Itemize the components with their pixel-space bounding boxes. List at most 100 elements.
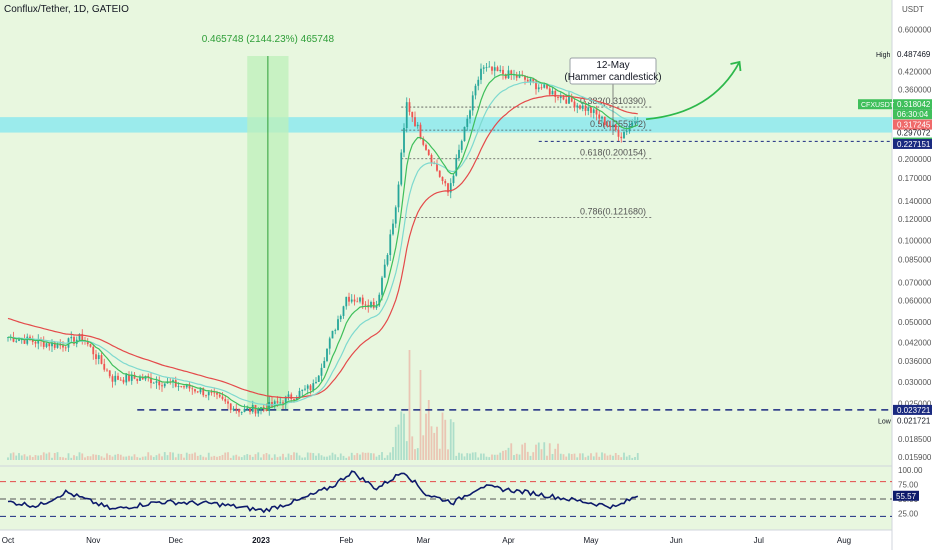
candle-body bbox=[375, 305, 378, 308]
volume-bar bbox=[216, 456, 218, 460]
volume-bar bbox=[477, 457, 480, 460]
candle-body bbox=[117, 375, 119, 380]
time-tick-label: Oct bbox=[2, 536, 15, 545]
candle-body bbox=[180, 386, 183, 387]
candle-body bbox=[125, 374, 128, 383]
volume-bar bbox=[408, 350, 411, 460]
candle-body bbox=[469, 110, 471, 119]
candle-body bbox=[526, 79, 529, 82]
candle-body bbox=[568, 96, 570, 104]
candle-body bbox=[438, 170, 441, 177]
time-axis: Oct Nov Dec 2023 Feb Mar Apr May Jun Jul Aug bbox=[2, 536, 851, 545]
volume-bar bbox=[444, 419, 447, 460]
volume-bar bbox=[474, 452, 477, 460]
price-tick-label: 0.018500 bbox=[898, 435, 932, 444]
candle-body bbox=[306, 385, 309, 389]
rsi-tick-label: 75.00 bbox=[898, 481, 919, 490]
candle-body bbox=[315, 381, 317, 384]
projection-arrow bbox=[645, 61, 741, 121]
candle-body bbox=[221, 396, 224, 400]
volume-bar bbox=[246, 454, 249, 460]
volume-bar bbox=[31, 456, 34, 460]
volume-bar bbox=[606, 455, 609, 460]
candle-body bbox=[466, 118, 469, 127]
candle-body bbox=[400, 152, 403, 185]
price-tick-label: 0.042000 bbox=[898, 339, 932, 348]
volume-bar bbox=[210, 456, 213, 460]
volume-bar bbox=[56, 452, 59, 460]
volume-bar bbox=[540, 449, 543, 460]
candle-body bbox=[485, 67, 488, 69]
volume-bar bbox=[570, 454, 573, 460]
volume-bar bbox=[592, 456, 595, 460]
candle-body bbox=[73, 336, 75, 344]
volume-bar bbox=[359, 454, 361, 460]
dashed-level-value-bg bbox=[893, 138, 932, 149]
time-tick-label: Apr bbox=[502, 536, 515, 545]
candle-body bbox=[174, 380, 177, 387]
candle-body bbox=[229, 403, 232, 411]
candle-body bbox=[378, 294, 381, 306]
volume-bar bbox=[117, 453, 119, 460]
volume-bar bbox=[81, 453, 84, 460]
candle-body bbox=[557, 96, 559, 98]
volume-bar bbox=[625, 456, 628, 460]
candle-body bbox=[53, 342, 56, 348]
volume-bar bbox=[191, 453, 194, 460]
candle-body bbox=[199, 388, 202, 393]
candle-body bbox=[452, 175, 455, 184]
volume-bar bbox=[40, 455, 42, 460]
candle-body bbox=[106, 369, 108, 371]
candle-body bbox=[414, 117, 416, 127]
time-tick-label: Nov bbox=[86, 536, 100, 545]
candle-body bbox=[254, 404, 257, 414]
candle-body bbox=[183, 386, 185, 388]
volume-bar bbox=[51, 457, 53, 460]
volume-bar bbox=[59, 456, 62, 460]
candle-body bbox=[625, 131, 628, 133]
volume-bar bbox=[257, 452, 260, 460]
candle-body bbox=[108, 370, 111, 377]
candle-body bbox=[216, 392, 218, 395]
volume-bar bbox=[199, 454, 202, 460]
volume-bar bbox=[466, 453, 469, 460]
candle-body bbox=[119, 379, 122, 381]
volume-bar bbox=[67, 453, 70, 460]
candle-body bbox=[202, 388, 205, 396]
rsi-value-bg bbox=[893, 490, 919, 501]
volume-bar bbox=[317, 453, 320, 460]
volume-bar bbox=[386, 455, 389, 460]
candle-body bbox=[405, 102, 408, 128]
candle-body bbox=[103, 363, 106, 370]
volume-bar bbox=[634, 456, 636, 460]
candle-body bbox=[364, 304, 367, 306]
candle-body bbox=[628, 126, 631, 132]
candle-body bbox=[265, 407, 268, 411]
volume-bar bbox=[169, 452, 172, 460]
volume-bar bbox=[34, 455, 37, 460]
candle-body bbox=[356, 301, 359, 303]
volume-bar bbox=[595, 452, 598, 460]
volume-bar bbox=[515, 453, 518, 460]
volume-bar bbox=[557, 443, 559, 460]
candle-body bbox=[570, 96, 573, 102]
volume-bar bbox=[623, 452, 625, 460]
price-tick-label: 0.015900 bbox=[898, 453, 932, 462]
volume-bar bbox=[485, 456, 488, 460]
support-value-bg bbox=[893, 404, 932, 415]
volume-bar bbox=[425, 413, 427, 460]
candle-body bbox=[26, 336, 29, 344]
volume-bar bbox=[546, 455, 548, 460]
price-tick-label: 0.120000 bbox=[898, 215, 932, 224]
volume-bar bbox=[249, 454, 251, 460]
volume-bar bbox=[265, 453, 268, 460]
candle-body bbox=[185, 384, 188, 388]
volume-bar bbox=[587, 455, 590, 460]
volume-bar bbox=[279, 456, 282, 460]
candle-body bbox=[158, 381, 161, 386]
volume-bar bbox=[78, 452, 81, 460]
volume-bar bbox=[194, 452, 196, 460]
volume-bar bbox=[378, 454, 381, 460]
candle-body bbox=[499, 69, 502, 72]
